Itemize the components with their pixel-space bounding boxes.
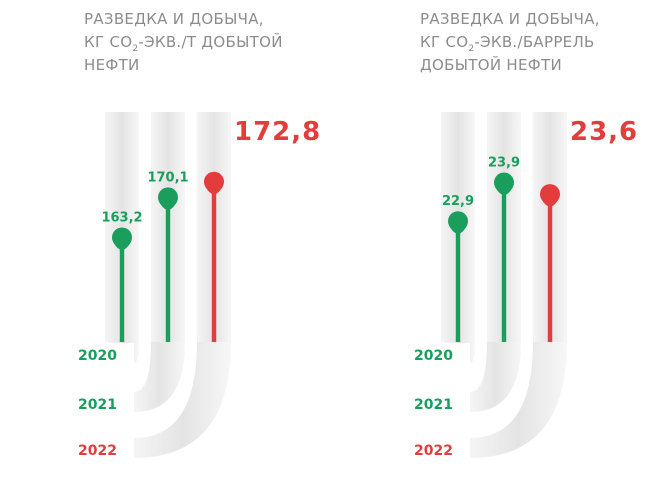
title-line-2: КГ СО2-ЭКВ./Т ДОБЫТОЙ [84,31,304,54]
title-line-2-post: -ЭКВ./Т ДОБЫТОЙ [138,33,283,51]
value-label-2020: 22,9 [442,194,474,209]
track-curve [470,342,567,458]
track-curve [105,342,139,363]
chart-emissions-per-barrel: 22,9 2020 23,9 2021 23,6 2022 [414,112,638,459]
bar-2022-neck [541,199,559,207]
bar-2022-neck [205,186,223,195]
bar-2021-neck [495,187,513,196]
year-label-2021: 2021 [414,397,453,413]
value-label-2020: 163,2 [101,210,142,225]
title-line-2-sub: 2 [468,44,475,54]
emissions-per-ton-panel: РАЗВЕДКА И ДОБЫЧА, КГ СО2-ЭКВ./Т ДОБЫТОЙ… [0,0,320,502]
title-line-2-pre: КГ СО [84,33,133,51]
chart-title: РАЗВЕДКА И ДОБЫЧА, КГ СО2-ЭКВ./БАРРЕЛЬ Д… [420,8,640,77]
bar-2020-stem [119,242,125,342]
bar-2020-stem [455,226,461,342]
year-label-2022: 2022 [414,443,453,459]
bar-2020-neck [449,226,467,234]
title-line-2-post: -ЭКВ./БАРРЕЛЬ [474,33,595,51]
value-label-2021: 170,1 [147,170,188,185]
bar-2021-stem [501,187,507,342]
year-label-2020: 2020 [414,348,453,364]
title-line-1: РАЗВЕДКА И ДОБЫЧА, [420,10,600,28]
chart-emissions-per-ton: 163,2 2020 170,1 2021 172,8 2022 [78,112,321,459]
title-line-3: НЕФТИ [84,56,140,74]
value-label-2022: 23,6 [570,117,638,147]
bar-2021-neck [159,202,177,210]
bar-2022-stem [547,199,553,342]
track-curve [134,342,231,458]
track-curve [134,342,185,412]
title-line-2: КГ СО2-ЭКВ./БАРРЕЛЬ [420,31,640,54]
title-line-1: РАЗВЕДКА И ДОБЫЧА, [84,10,264,28]
year-label-2020: 2020 [78,348,117,364]
track-curve [441,342,475,363]
bar-2022-stem [211,186,217,342]
bar-2020-neck [113,242,131,250]
bar-2021-stem [165,202,171,342]
title-line-3: ДОБЫТОЙ НЕФТИ [420,56,562,74]
value-label-2022: 172,8 [234,117,321,147]
title-line-2-pre: КГ СО [420,33,469,51]
chart-title: РАЗВЕДКА И ДОБЫЧА, КГ СО2-ЭКВ./Т ДОБЫТОЙ… [84,8,304,77]
emissions-per-barrel-panel: РАЗВЕДКА И ДОБЫЧА, КГ СО2-ЭКВ./БАРРЕЛЬ Д… [336,0,637,502]
title-line-2-sub: 2 [132,44,139,54]
value-label-2021: 23,9 [488,156,520,171]
year-label-2022: 2022 [78,443,117,459]
track-curve [470,342,521,412]
year-label-2021: 2021 [78,397,117,413]
